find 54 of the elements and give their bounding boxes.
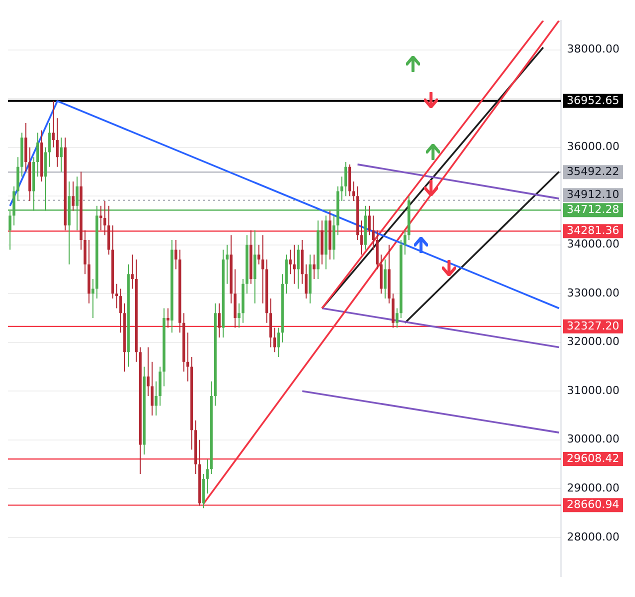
candlestick <box>186 332 190 382</box>
y-tick-label: 38000.00 <box>567 42 620 56</box>
candlestick <box>166 308 170 328</box>
candlestick <box>296 244 300 290</box>
ref-line-label: 35492.22 <box>566 164 620 178</box>
y-tick-label: 31000.00 <box>567 384 620 397</box>
candlestick <box>289 249 292 275</box>
candlestick <box>238 302 240 328</box>
candlestick <box>312 254 316 280</box>
y-tick-label: 36000.00 <box>567 140 620 154</box>
candlestick <box>119 288 122 334</box>
candlestick <box>154 380 158 416</box>
candlestick <box>368 205 371 236</box>
candlestick <box>56 118 59 168</box>
y-tick-label: 32000.00 <box>567 335 620 348</box>
candlestick <box>304 264 308 299</box>
candlestick <box>292 244 296 284</box>
candlestick <box>218 302 221 338</box>
candlestick <box>206 458 209 494</box>
y-tick-label: 30000.00 <box>567 432 620 446</box>
candlestick <box>384 258 387 299</box>
ref-line-label: 29608.42 <box>566 452 620 465</box>
candlestick <box>277 327 280 358</box>
ref-line-label: 34281.36 <box>566 224 620 238</box>
ref-line-label: 36952.65 <box>566 94 620 107</box>
candlestick <box>372 215 375 250</box>
y-tick-label: 33000.00 <box>567 286 620 300</box>
candlestick <box>404 230 406 256</box>
candlestick <box>352 180 356 202</box>
candlestick <box>99 205 102 231</box>
ref-line-label: 32327.20 <box>566 319 620 332</box>
candlestick <box>226 244 229 284</box>
candlestick <box>257 244 260 265</box>
ref-line-label: 28660.94 <box>566 498 620 512</box>
candlestick <box>360 220 363 256</box>
candlestick <box>36 132 40 178</box>
candlestick <box>131 254 134 290</box>
candlestick <box>146 346 150 397</box>
candlestick <box>52 100 55 148</box>
candlestick <box>72 180 75 212</box>
y-tick-label: 28000.00 <box>567 530 620 544</box>
candlestick <box>344 161 348 197</box>
y-tick-label: 29000.00 <box>567 482 620 494</box>
ref-line-label: 34912.10 <box>566 188 620 202</box>
candlestick <box>273 327 276 353</box>
candlestick <box>396 308 398 328</box>
candlestick <box>103 200 106 236</box>
ref-line-label: 34712.28 <box>566 203 620 216</box>
candlestick <box>48 122 51 168</box>
candlestick <box>92 278 94 318</box>
candlestick <box>150 361 154 416</box>
y-tick-label: 34000.00 <box>567 238 620 251</box>
candlestick <box>115 283 118 309</box>
candlestick <box>174 239 178 270</box>
